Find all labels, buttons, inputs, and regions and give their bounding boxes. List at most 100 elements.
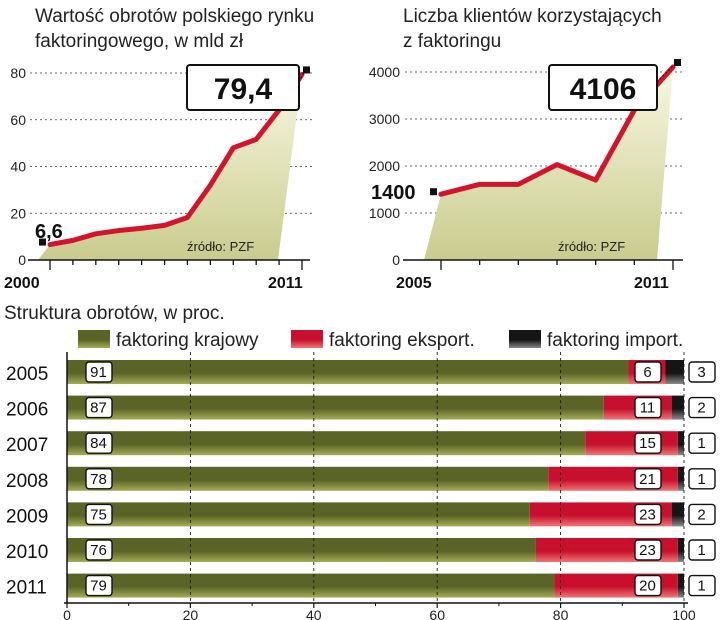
data-label-krajowy-box — [85, 432, 113, 454]
bar-segment-import — [665, 360, 684, 384]
data-label-import: 2 — [697, 506, 705, 523]
area-fill — [424, 67, 673, 260]
y-tick-label: 0 — [18, 252, 26, 268]
data-point — [208, 183, 213, 188]
data-label-krajowy: 78 — [90, 471, 107, 488]
data-point — [253, 137, 259, 142]
y-tick-label: 4000 — [369, 64, 400, 80]
data-line — [47, 71, 305, 248]
data-label-import-box — [688, 361, 716, 383]
data-label-krajowy: 76 — [90, 542, 107, 559]
data-point — [593, 177, 598, 183]
end-marker — [303, 66, 310, 74]
bar-segment-krajowy — [67, 538, 536, 562]
category-label: 2007 — [6, 435, 48, 456]
bar-segment-krajowy — [67, 360, 629, 384]
chart1-start-value: 6,6 — [35, 221, 63, 243]
data-point — [116, 228, 121, 233]
bar-segment-import — [677, 538, 684, 562]
start-marker — [430, 188, 437, 196]
chart-structure: Struktura obrotów, w proc. faktoring kra… — [4, 303, 716, 620]
data-label-eksport: 6 — [643, 364, 651, 381]
bar-segment-krajowy — [67, 431, 586, 456]
bar-segment-import — [671, 502, 684, 527]
data-label-krajowy-box — [85, 361, 113, 383]
bar-segment-eksport — [585, 431, 678, 456]
chart2-title-line2: z faktoringu — [403, 31, 501, 52]
chart2-source: źródło: PZF — [558, 239, 625, 254]
x-tick-label: 80 — [553, 607, 569, 620]
data-label-import: 3 — [697, 364, 705, 381]
data-label-eksport-box — [634, 539, 662, 561]
y-tick-label: 60 — [10, 112, 26, 128]
data-label-import: 1 — [697, 435, 705, 452]
data-label-import: 1 — [697, 578, 705, 595]
bar-segment-import — [677, 431, 684, 456]
data-point — [477, 182, 482, 187]
chart1-source: źródło: PZF — [187, 239, 254, 254]
data-label-eksport: 23 — [639, 506, 656, 523]
data-label-import: 2 — [697, 400, 705, 417]
legend-label-krajowy: faktoring krajowy — [116, 330, 259, 351]
chart1-title-line2: faktoringowego, w mld zł — [35, 31, 244, 52]
legend-swatch-krajowy — [78, 330, 110, 348]
y-tick-label: 20 — [10, 205, 26, 221]
data-label-eksport-box — [634, 574, 662, 597]
data-point — [438, 192, 444, 197]
data-label-import: 1 — [697, 542, 705, 559]
category-label: 2006 — [6, 400, 48, 421]
y-tick-label: 2000 — [369, 158, 400, 174]
data-label-import: 1 — [697, 471, 705, 488]
chart1-end-value: 79,4 — [214, 73, 273, 106]
legend-swatch-eksport — [291, 330, 323, 348]
data-label-eksport-box — [634, 468, 662, 490]
chart1-title-line1: Wartość obrotów polskiego rynku — [35, 6, 314, 27]
y-tick-label: 80 — [10, 65, 26, 81]
data-label-krajowy: 75 — [90, 506, 107, 523]
data-label-import-box — [688, 503, 716, 526]
data-label-krajowy-box — [85, 396, 113, 419]
chart2-title-line1: Liczba klientów korzystających — [403, 6, 662, 27]
legend-label-eksport: faktoring eksport. — [329, 330, 475, 351]
chart2-x-end-label: 2011 — [634, 275, 669, 292]
data-label-eksport: 23 — [639, 542, 656, 559]
chart2-start-value: 1400 — [371, 182, 416, 204]
data-label-import-box — [688, 432, 716, 454]
data-label-krajowy-box — [85, 468, 113, 490]
chart3-title: Struktura obrotów, w proc. — [4, 303, 225, 324]
bar-segment-krajowy — [67, 466, 549, 491]
data-label-eksport: 20 — [639, 578, 656, 595]
data-label-krajowy: 87 — [90, 400, 107, 417]
data-label-krajowy: 79 — [90, 578, 107, 595]
bar-segment-import — [671, 395, 684, 420]
chart2-end-value: 4106 — [570, 73, 637, 106]
data-label-eksport-box — [634, 432, 662, 454]
end-callout-leader — [656, 63, 676, 83]
data-label-eksport: 11 — [640, 400, 656, 417]
bar-segment-krajowy — [67, 502, 530, 527]
chart-clients: Liczba klientów korzystających z faktori… — [369, 6, 685, 292]
y-tick-label: 1000 — [369, 205, 400, 221]
category-label: 2010 — [6, 542, 48, 563]
chart2-end-value-box — [548, 64, 658, 111]
data-label-eksport: 21 — [639, 471, 656, 488]
bar-segment-krajowy — [67, 573, 555, 598]
chart2-x-start-label: 2005 — [396, 275, 432, 292]
data-label-import-box — [688, 396, 716, 419]
data-point — [554, 162, 560, 167]
bar-segment-krajowy — [67, 395, 604, 420]
bar-segment-import — [677, 573, 684, 598]
chart1-x-end-label: 2011 — [268, 275, 303, 292]
data-point — [231, 145, 236, 150]
category-label: 2005 — [6, 364, 48, 385]
data-label-krajowy: 84 — [90, 435, 107, 452]
area-fill — [38, 74, 302, 260]
chart-turnover: Wartość obrotów polskiego rynku faktorin… — [4, 6, 314, 292]
x-tick-label: 0 — [63, 607, 71, 620]
data-point — [47, 242, 53, 247]
data-point — [516, 182, 521, 187]
x-tick-label: 100 — [672, 607, 696, 620]
data-point — [70, 238, 76, 243]
data-label-import-box — [688, 468, 716, 490]
